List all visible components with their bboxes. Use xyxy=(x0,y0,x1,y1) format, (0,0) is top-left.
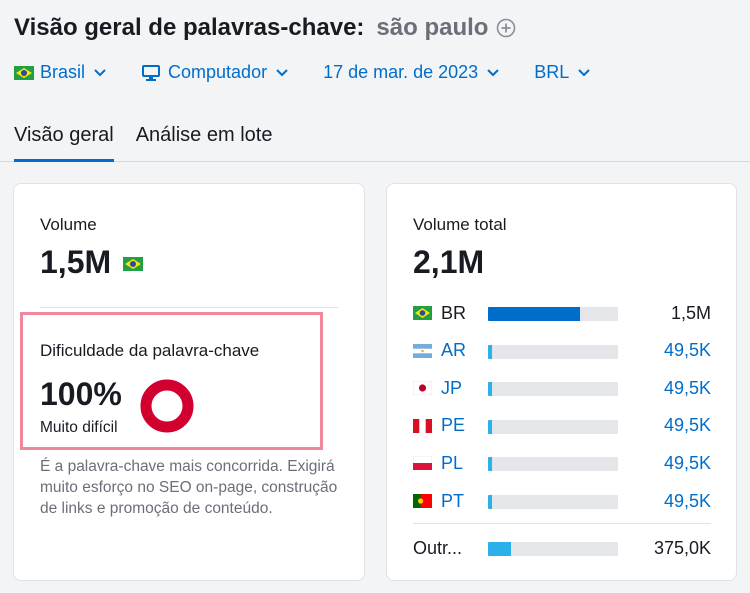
volume-bar-fill xyxy=(488,307,581,321)
volume-bar xyxy=(488,307,618,321)
chevron-down-icon xyxy=(276,68,288,76)
filter-bar: Brasil Computador 17 de mar. de 2023 BRL xyxy=(14,62,590,83)
chevron-down-icon xyxy=(94,68,106,76)
volume-bar xyxy=(488,382,618,397)
country-row-pe[interactable]: PE 49,5K xyxy=(413,414,711,438)
difficulty-donut-chart xyxy=(140,379,194,433)
flag-br-icon xyxy=(14,65,34,80)
page-title: Visão geral de palavras-chave: xyxy=(14,14,365,41)
country-row-other: Outr... 375,0K xyxy=(413,536,711,560)
country-code[interactable]: AR xyxy=(441,340,467,361)
volume-bar-fill xyxy=(488,382,492,397)
difficulty-level: Muito difícil xyxy=(40,419,118,436)
country-row-pt[interactable]: PT 49,5K xyxy=(413,489,711,513)
chevron-down-icon xyxy=(487,68,499,76)
country-volume-value[interactable]: 49,5K xyxy=(663,377,711,398)
flag-br-icon xyxy=(123,257,143,271)
flag-pl-icon xyxy=(413,456,432,471)
divider xyxy=(413,523,711,524)
currency-dropdown[interactable]: BRL xyxy=(534,62,590,83)
volume-bar xyxy=(488,542,618,556)
country-row-jp[interactable]: JP 49,5K xyxy=(413,376,711,400)
add-circle-icon[interactable] xyxy=(496,18,516,38)
volume-label: Volume xyxy=(40,215,97,234)
country-volume-value: 375,0K xyxy=(653,537,711,558)
country-volume-value[interactable]: 49,5K xyxy=(663,415,711,436)
country-volume-value: 1,5M xyxy=(670,302,711,323)
total-volume-label: Volume total xyxy=(413,215,507,234)
title-row: Visão geral de palavras-chave: são paulo xyxy=(14,14,516,42)
keyword-difficulty-value: 100% xyxy=(40,376,122,412)
tab-bar: Visão geral Análise em lote xyxy=(14,122,272,162)
volume-bar-fill xyxy=(488,344,492,359)
volume-bar xyxy=(488,419,618,434)
country-volume-value[interactable]: 49,5K xyxy=(663,452,711,473)
flag-br-icon xyxy=(413,306,432,320)
monitor-icon xyxy=(142,64,161,81)
device-label: Computador xyxy=(168,62,268,82)
date-dropdown[interactable]: 17 de mar. de 2023 xyxy=(323,62,499,83)
keyword-difficulty-highlight xyxy=(20,312,323,450)
chevron-down-icon xyxy=(578,68,590,76)
tab-batch-analysis[interactable]: Análise em lote xyxy=(135,124,273,146)
difficulty-ring xyxy=(140,379,194,433)
flag-pe-icon xyxy=(413,418,432,433)
volume-value: 1,5M xyxy=(40,244,112,280)
country-row-ar[interactable]: AR 49,5K xyxy=(413,339,711,363)
country-code[interactable]: PE xyxy=(441,415,466,436)
country-code: BR xyxy=(441,302,467,323)
device-dropdown[interactable]: Computador xyxy=(142,62,288,83)
country-code[interactable]: JP xyxy=(441,377,463,398)
country-volume-value[interactable]: 49,5K xyxy=(663,340,711,361)
page-header: Visão geral de palavras-chave: são paulo… xyxy=(0,0,750,162)
country-label: Brasil xyxy=(40,62,86,82)
total-volume-value: 2,1M xyxy=(413,244,485,280)
country-row-pl[interactable]: PL 49,5K xyxy=(413,451,711,475)
country-volume-value[interactable]: 49,5K xyxy=(663,490,711,511)
country-code: Outr... xyxy=(413,537,463,558)
volume-bar xyxy=(488,457,618,472)
keyword-title: são paulo xyxy=(376,14,489,41)
flag-pt-icon xyxy=(413,494,432,508)
volume-bar-fill xyxy=(488,419,492,434)
country-code[interactable]: PL xyxy=(441,452,464,473)
volume-bar xyxy=(488,495,618,509)
divider xyxy=(40,307,338,308)
country-row-br: BR 1,5M xyxy=(413,301,711,325)
tab-overview[interactable]: Visão geral xyxy=(14,122,114,162)
volume-bar xyxy=(488,344,618,359)
keyword-difficulty-label: Dificuldade da palavra-chave xyxy=(40,341,260,360)
flag-ar-icon xyxy=(413,343,432,358)
country-dropdown[interactable]: Brasil xyxy=(14,62,106,83)
country-code[interactable]: PT xyxy=(441,490,465,511)
date-label: 17 de mar. de 2023 xyxy=(323,62,479,82)
total-volume-card: Volume total 2,1M BR 1,5M AR 49,5K JP 49,5K PE… xyxy=(386,183,737,581)
flag-jp-icon xyxy=(413,381,432,396)
currency-label: BRL xyxy=(534,62,570,82)
difficulty-description: É a palavra-chave mais concorrida. Exigi… xyxy=(40,458,338,517)
volume-bar-fill xyxy=(488,542,512,556)
volume-bar-fill xyxy=(488,495,492,509)
volume-card: Volume 1,5M Dificuldade da palavra-chave… xyxy=(13,183,365,581)
volume-bar-fill xyxy=(488,457,492,472)
